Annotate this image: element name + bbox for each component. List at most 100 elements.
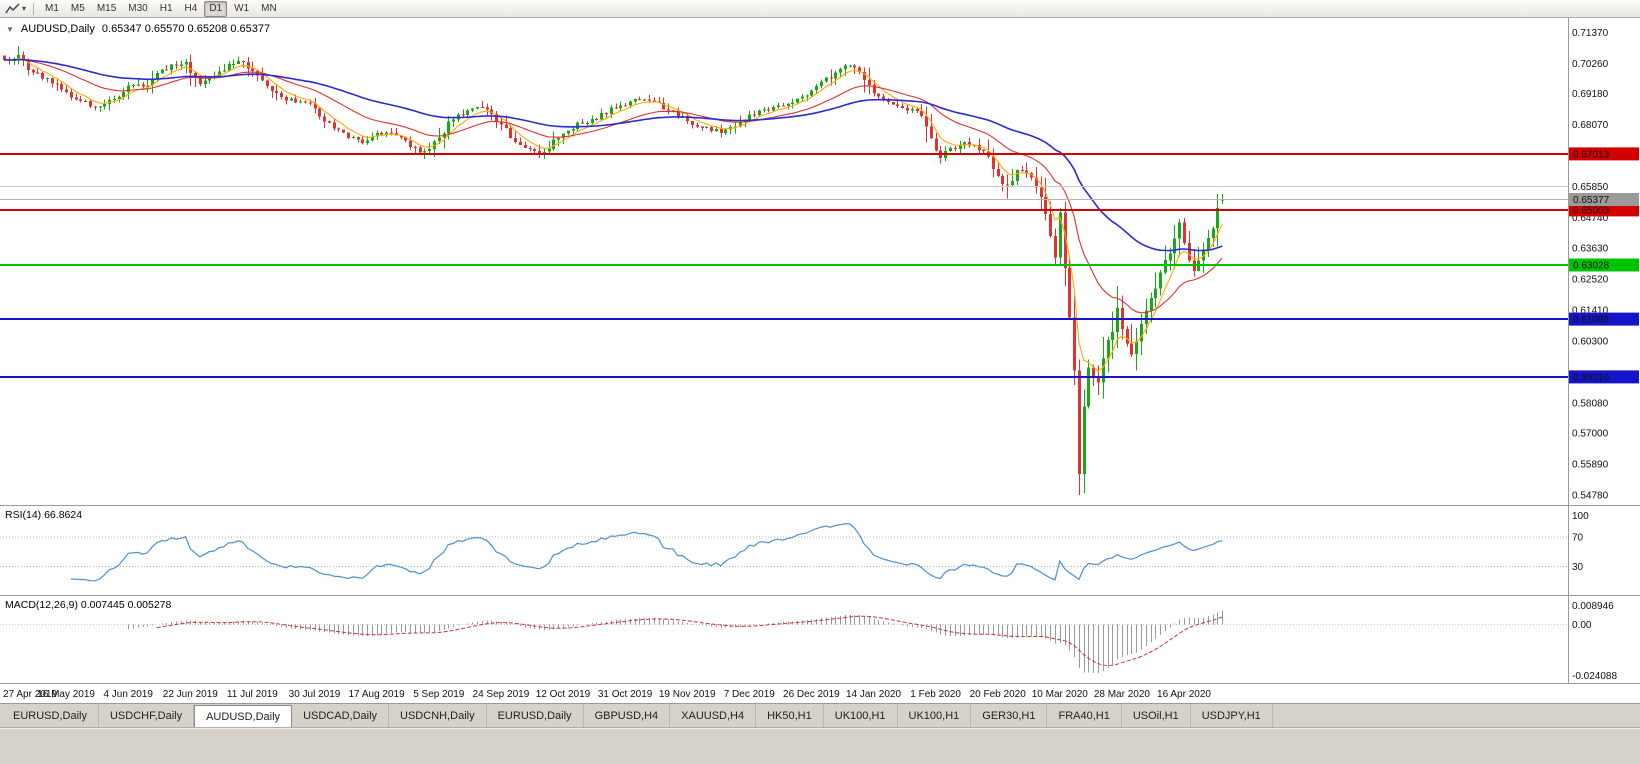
timeframe-button-h4[interactable]: H4 bbox=[184, 2, 198, 14]
price-level-badge-label: 0.63028 bbox=[1573, 261, 1610, 272]
price-tick-label: 0.64740 bbox=[1572, 213, 1609, 224]
chart-tab-usdcnh-daily[interactable]: USDCNH,Daily bbox=[389, 704, 487, 727]
chart-tab-eurusd-daily[interactable]: EURUSD,Daily bbox=[487, 704, 584, 727]
date-tick-label: 4 Jun 2019 bbox=[103, 689, 153, 700]
date-tick-label: 17 Aug 2019 bbox=[349, 689, 406, 700]
date-tick-label: 10 Mar 2020 bbox=[1032, 689, 1089, 700]
timeframe-button-m5[interactable]: M5 bbox=[70, 2, 85, 14]
chart-tab-xauusd-h4[interactable]: XAUUSD,H4 bbox=[670, 704, 757, 727]
dropdown-arrow-icon: ▾ bbox=[22, 4, 27, 13]
chart-tab-usdjpy-h1[interactable]: USDJPY,H1 bbox=[1191, 704, 1273, 727]
rsi-chart[interactable]: 100 70 30 bbox=[0, 506, 1640, 596]
chart-tab-fra40-h1[interactable]: FRA40,H1 bbox=[1047, 704, 1122, 727]
date-tick-label: 1 Feb 2020 bbox=[910, 689, 961, 700]
macd-signal-line bbox=[156, 615, 1223, 667]
date-tick-label: 28 Mar 2020 bbox=[1094, 689, 1151, 700]
rsi-tick-label: 30 bbox=[1572, 562, 1584, 573]
price-tick-label: 0.55890 bbox=[1572, 459, 1609, 470]
time-axis[interactable]: 27 Apr 2019 16 May 2019 4 Jun 2019 22 Jun 2… bbox=[0, 684, 1640, 704]
chart-tab-gbpusd-h4[interactable]: GBPUSD,H4 bbox=[584, 704, 671, 727]
price-tick-label: 0.71370 bbox=[1572, 28, 1609, 39]
price-level-badge bbox=[1569, 147, 1639, 161]
date-tick-label: 14 Jan 2020 bbox=[846, 689, 901, 700]
price-tick-label: 0.69180 bbox=[1572, 89, 1609, 100]
timeframe-button-m1[interactable]: M1 bbox=[45, 2, 59, 14]
price-tick-label: 0.68070 bbox=[1572, 120, 1609, 131]
moving-average-6 bbox=[3, 57, 1223, 373]
status-bar bbox=[0, 728, 1640, 764]
timeframe-button-mn[interactable]: MN bbox=[261, 2, 277, 14]
date-tick-label: 20 Feb 2020 bbox=[970, 689, 1027, 700]
chart-tab-eurusd-daily[interactable]: EURUSD,Daily bbox=[2, 704, 99, 727]
price-tick-label: 0.54780 bbox=[1572, 490, 1609, 501]
price-level-badge-label: 0.61086 bbox=[1573, 315, 1610, 326]
date-tick-label: 19 Nov 2019 bbox=[659, 689, 716, 700]
price-tick-label: 0.63630 bbox=[1572, 244, 1609, 255]
timeframe-button-h1[interactable]: H1 bbox=[159, 2, 173, 14]
rsi-indicator-panel[interactable]: 100 70 30 RSI(14) 66.8624 bbox=[0, 506, 1640, 596]
date-tick-label: 16 May 2019 bbox=[37, 689, 95, 700]
timeframe-button-w1[interactable]: W1 bbox=[234, 2, 250, 14]
date-tick-label: 22 Jun 2019 bbox=[163, 689, 218, 700]
date-tick-label: 16 Apr 2020 bbox=[1157, 689, 1211, 700]
price-tick-label: 0.65850 bbox=[1572, 182, 1609, 193]
chart-tab-uk100-h1[interactable]: UK100,H1 bbox=[824, 704, 898, 727]
macd-tick-label: 0.00 bbox=[1572, 620, 1592, 631]
rsi-tick-label: 70 bbox=[1572, 533, 1584, 544]
timeframe-button-m15[interactable]: M15 bbox=[96, 2, 117, 14]
chart-tab-usdcad-daily[interactable]: USDCAD,Daily bbox=[292, 704, 390, 727]
macd-tick-label: -0.024088 bbox=[1572, 671, 1617, 682]
price-level-badge bbox=[1569, 203, 1639, 217]
rsi-tick-label: 100 bbox=[1572, 511, 1589, 522]
candlestick-chart[interactable]: 0.71370 0.70260 0.69180 0.68070 0.65850 0.647… bbox=[0, 18, 1640, 506]
price-level-badge bbox=[1569, 312, 1639, 326]
price-tick-label: 0.57000 bbox=[1572, 428, 1609, 439]
chart-tab-usdchf-daily[interactable]: USDCHF,Daily bbox=[99, 704, 195, 727]
date-tick-label: 30 Jul 2019 bbox=[289, 689, 341, 700]
moving-average-55 bbox=[4, 58, 1223, 252]
chart-tab-hk50-h1[interactable]: HK50,H1 bbox=[756, 704, 824, 727]
price-level-badge bbox=[1569, 370, 1639, 384]
toolbar-separator bbox=[33, 2, 35, 15]
chart-tab-uk100-h1[interactable]: UK100,H1 bbox=[898, 704, 972, 727]
macd-tick-label: 0.008946 bbox=[1572, 601, 1614, 612]
date-tick-label: 12 Oct 2019 bbox=[536, 689, 591, 700]
chart-title: ▼ AUDUSD,Daily 0.65347 0.65570 0.65208 0… bbox=[6, 23, 270, 35]
quote-expand-icon[interactable]: ▼ bbox=[6, 24, 14, 34]
chart-tab-ger30-h1[interactable]: GER30,H1 bbox=[971, 704, 1048, 727]
symbol-label: AUDUSD,Daily bbox=[20, 23, 95, 35]
rsi-label: RSI(14) 66.8624 bbox=[5, 509, 83, 521]
macd-indicator-panel[interactable]: 0.008946 0.00 -0.024088 MACD(12,26,9) 0.00… bbox=[0, 596, 1640, 684]
timeframe-toolbar: ▾ M1 M5 M15 M30 H1 H4 D1 W1 MN bbox=[0, 0, 1640, 18]
date-tick-label: 26 Dec 2019 bbox=[783, 689, 840, 700]
price-tick-label: 0.60300 bbox=[1572, 337, 1609, 348]
price-level-badge-label: 0.65377 bbox=[1573, 195, 1610, 206]
price-tick-label: 0.58080 bbox=[1572, 398, 1609, 409]
price-level-badge-label: 0.65003 bbox=[1573, 205, 1610, 216]
price-level-badge bbox=[1569, 258, 1639, 272]
rsi-line bbox=[70, 523, 1223, 582]
chart-tab-bar: EURUSD,Daily USDCHF,Daily AUDUSD,Daily USDC… bbox=[0, 704, 1640, 728]
price-chart-panel[interactable]: 0.71370 0.70260 0.69180 0.68070 0.65850 0.647… bbox=[0, 18, 1640, 506]
price-tick-label: 0.70260 bbox=[1572, 59, 1609, 70]
line-chart-icon bbox=[5, 2, 20, 13]
chart-tool-button[interactable]: ▾ bbox=[3, 1, 28, 17]
price-level-badge-label: 0.67013 bbox=[1573, 149, 1610, 160]
price-level-badge-label: 0.59010 bbox=[1573, 372, 1610, 383]
price-level-badge bbox=[1569, 193, 1639, 206]
ohlc-label: 0.65347 0.65570 0.65208 0.65377 bbox=[101, 23, 271, 35]
date-tick-label: 5 Sep 2019 bbox=[413, 689, 465, 700]
timeframe-button-d1[interactable]: D1 bbox=[204, 0, 228, 17]
timeframe-button-m30[interactable]: M30 bbox=[128, 2, 148, 14]
date-tick-label: 11 Jul 2019 bbox=[227, 689, 278, 700]
timeframe-buttons: M1 M5 M15 M30 H1 H4 D1 W1 MN bbox=[39, 0, 283, 17]
date-tick-label: 27 Apr 2019 bbox=[3, 689, 57, 700]
price-tick-label: 0.61410 bbox=[1572, 306, 1609, 317]
date-tick-label: 7 Dec 2019 bbox=[724, 689, 776, 700]
chart-tab-usoil-h1[interactable]: USOil,H1 bbox=[1122, 704, 1191, 727]
macd-chart[interactable]: 0.008946 0.00 -0.024088 bbox=[0, 596, 1640, 684]
date-tick-label: 31 Oct 2019 bbox=[598, 689, 653, 700]
chart-tab-audusd-daily[interactable]: AUDUSD,Daily bbox=[194, 705, 293, 727]
